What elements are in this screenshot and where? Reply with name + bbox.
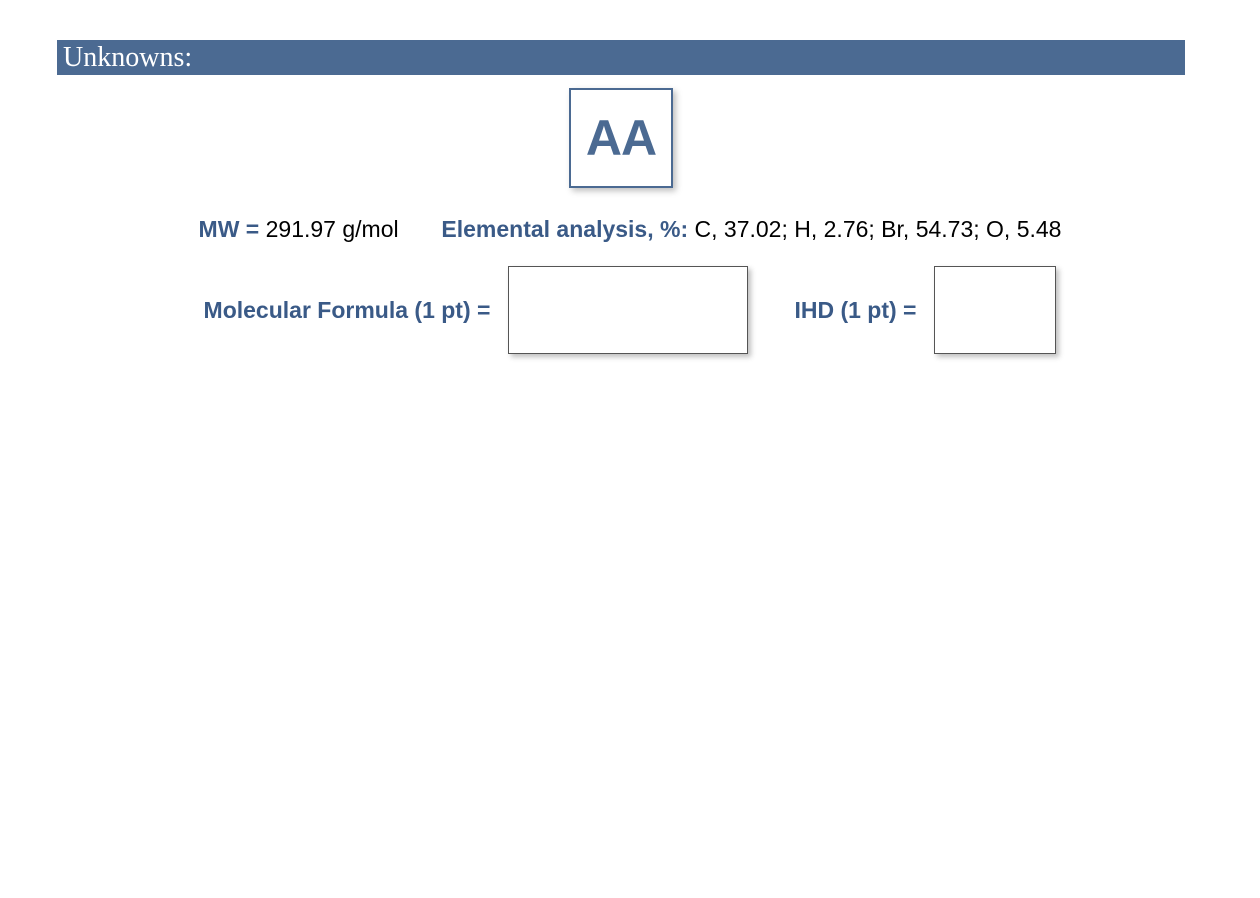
ihd-label: IHD (1 pt) = bbox=[794, 297, 916, 324]
mw-label: MW = bbox=[199, 216, 260, 242]
ea-label: Elemental analysis, %: bbox=[441, 216, 688, 242]
sample-code-box: AA bbox=[569, 88, 673, 188]
section-title: Unknowns: bbox=[63, 42, 192, 74]
molecular-formula-label: Molecular Formula (1 pt) = bbox=[204, 297, 491, 324]
molecular-formula-input-box[interactable] bbox=[508, 266, 748, 354]
section-header: Unknowns: bbox=[57, 40, 1185, 75]
mw-value: 291.97 g/mol bbox=[259, 216, 398, 242]
sample-code: AA bbox=[586, 109, 656, 167]
ea-value: C, 37.02; H, 2.76; Br, 54.73; O, 5.48 bbox=[688, 216, 1061, 242]
info-row: MW = 291.97 g/mol Elemental analysis, %:… bbox=[0, 216, 1260, 243]
answer-row: Molecular Formula (1 pt) = IHD (1 pt) = bbox=[0, 296, 1260, 324]
ihd-input-box[interactable] bbox=[934, 266, 1056, 354]
